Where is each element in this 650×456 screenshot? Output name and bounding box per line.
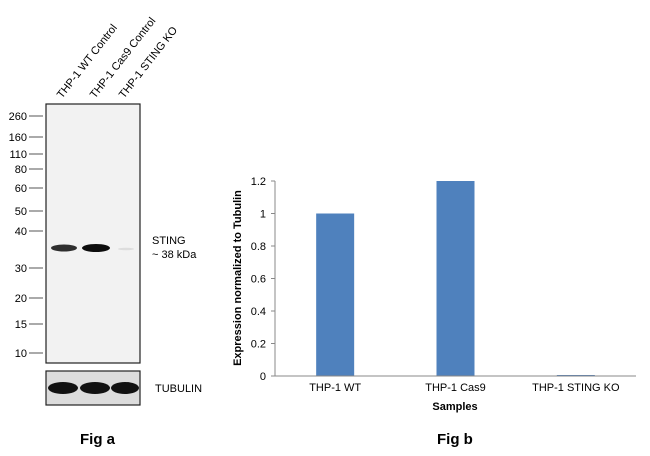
band-size-label: ~ 38 kDa xyxy=(152,249,197,261)
x-tick-label: THP-1 Cas9 xyxy=(425,382,486,394)
mw-marker-label: 50 xyxy=(15,206,27,218)
mw-marker-label: 80 xyxy=(15,164,27,176)
mw-marker-label: 30 xyxy=(15,263,27,275)
mw-marker-label: 40 xyxy=(15,226,27,238)
mw-marker-label: 20 xyxy=(15,293,27,305)
mw-marker-label: 60 xyxy=(15,183,27,195)
bar xyxy=(436,181,475,376)
y-tick-label: 1.2 xyxy=(251,176,266,188)
bar xyxy=(316,213,355,376)
sting-band-cas9 xyxy=(82,244,110,252)
sting-band-wt xyxy=(51,244,77,252)
y-axis-title: Expression normalized to Tubulin xyxy=(232,190,244,366)
y-tick-label: 0.2 xyxy=(251,339,266,351)
y-axis-ticks: 0 0.2 0.4 0.6 0.8 1 1.2 xyxy=(251,176,275,383)
tubulin-band-ko xyxy=(111,382,139,394)
y-tick-label: 0.8 xyxy=(251,241,266,253)
sting-band-ko xyxy=(118,247,134,251)
mw-marker-label: 260 xyxy=(9,111,27,123)
mw-marker-label: 110 xyxy=(9,149,27,161)
y-tick-label: 1 xyxy=(260,209,266,221)
band-label: STING xyxy=(152,235,186,247)
x-axis-ticks: THP-1 WT THP-1 Cas9 THP-1 STING KO xyxy=(309,382,620,394)
tubulin-band-wt xyxy=(48,382,78,394)
tubulin-band-cas9 xyxy=(80,382,110,394)
sting-bands xyxy=(51,244,134,252)
mw-marker-label: 160 xyxy=(9,132,27,144)
mw-marker-label: 15 xyxy=(15,319,27,331)
y-tick-label: 0 xyxy=(260,371,266,383)
blot-membrane xyxy=(45,103,141,364)
y-tick-label: 0.6 xyxy=(251,274,266,286)
tubulin-bands xyxy=(48,382,139,394)
mw-markers: 260 160 110 80 60 50 40 30 20 15 10 xyxy=(9,111,43,360)
lane-labels: THP-1 WT Control THP-1 Cas9 Control THP-… xyxy=(55,15,181,100)
fig-a-caption: Fig a xyxy=(80,431,116,448)
bars xyxy=(316,181,595,376)
bar-chart: 00.20.40.60.811.2 THP-1 WT THP-1 Cas9 THP-… xyxy=(232,176,636,413)
lane-label-wt: THP-1 WT Control xyxy=(55,22,120,101)
fig-b-caption: Fig b xyxy=(437,431,473,448)
mw-marker-label: 10 xyxy=(15,348,27,360)
y-tick-label: 0.4 xyxy=(251,306,266,318)
loading-control-label: TUBULIN xyxy=(155,383,202,395)
western-blot-panel: THP-1 WT Control THP-1 Cas9 Control THP-… xyxy=(9,15,202,406)
x-tick-label: THP-1 STING KO xyxy=(532,382,620,394)
x-axis-title: Samples xyxy=(432,401,477,413)
x-tick-label: THP-1 WT xyxy=(309,382,361,394)
